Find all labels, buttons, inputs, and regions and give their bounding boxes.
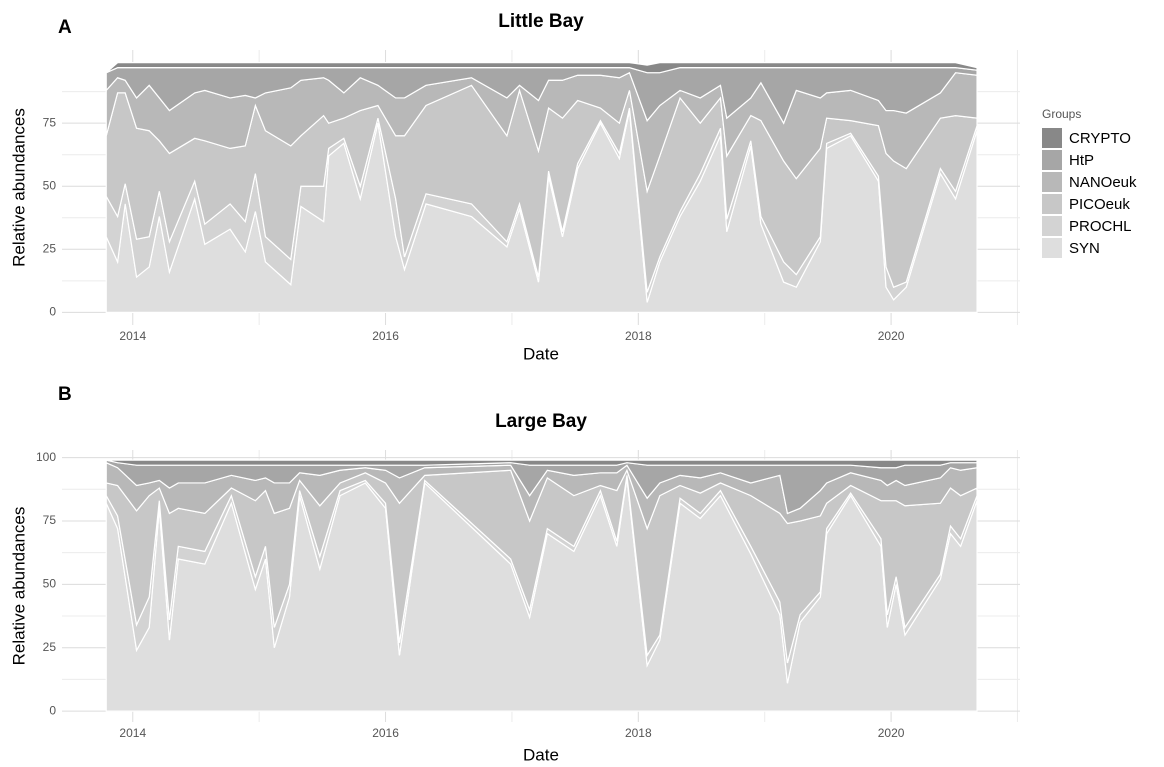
x-tick-label: 2016 — [372, 329, 399, 343]
y-tick-label: 75 — [43, 513, 57, 527]
chart-title: Little Bay — [498, 11, 584, 32]
x-axis-title: Date — [523, 344, 559, 363]
x-tick-label: 2018 — [625, 329, 652, 343]
y-tick-label: 50 — [43, 178, 57, 192]
legend-label: HtP — [1069, 152, 1094, 169]
legend-swatch — [1042, 150, 1062, 170]
y-tick-label: 50 — [43, 577, 57, 591]
legend-label: PROCHL — [1069, 218, 1132, 235]
x-tick-label: 2014 — [119, 329, 146, 343]
legend-swatch — [1042, 172, 1062, 192]
chart-title: Large Bay — [495, 411, 587, 432]
legend-label: SYN — [1069, 240, 1100, 257]
x-axis-title: Date — [523, 745, 559, 764]
y-tick-label: 25 — [43, 640, 57, 654]
x-tick-label: 2020 — [878, 329, 905, 343]
legend-swatch — [1042, 194, 1062, 214]
area — [106, 459, 978, 469]
area — [105, 62, 978, 74]
legend-swatch — [1042, 238, 1062, 258]
y-tick-label: 0 — [49, 703, 56, 717]
y-tick-label: 75 — [43, 115, 57, 129]
y-tick-label: 25 — [43, 241, 57, 255]
legend-title: Groups — [1042, 107, 1081, 121]
panel-label: B — [58, 384, 72, 405]
x-tick-label: 2018 — [625, 726, 652, 740]
legend-label: PICOeuk — [1069, 196, 1130, 213]
y-tick-label: 0 — [49, 305, 56, 319]
panel-label: A — [58, 17, 72, 38]
x-tick-label: 2020 — [878, 726, 905, 740]
y-tick-label: 100 — [36, 450, 56, 464]
legend-swatch — [1042, 216, 1062, 236]
x-tick-label: 2014 — [119, 726, 146, 740]
y-axis-title: Relative abundances — [9, 507, 28, 666]
legend-label: CRYPTO — [1069, 130, 1131, 147]
legend-swatch — [1042, 128, 1062, 148]
x-tick-label: 2016 — [372, 726, 399, 740]
legend-label: NANOeuk — [1069, 174, 1137, 191]
y-axis-title: Relative abundances — [9, 108, 28, 267]
